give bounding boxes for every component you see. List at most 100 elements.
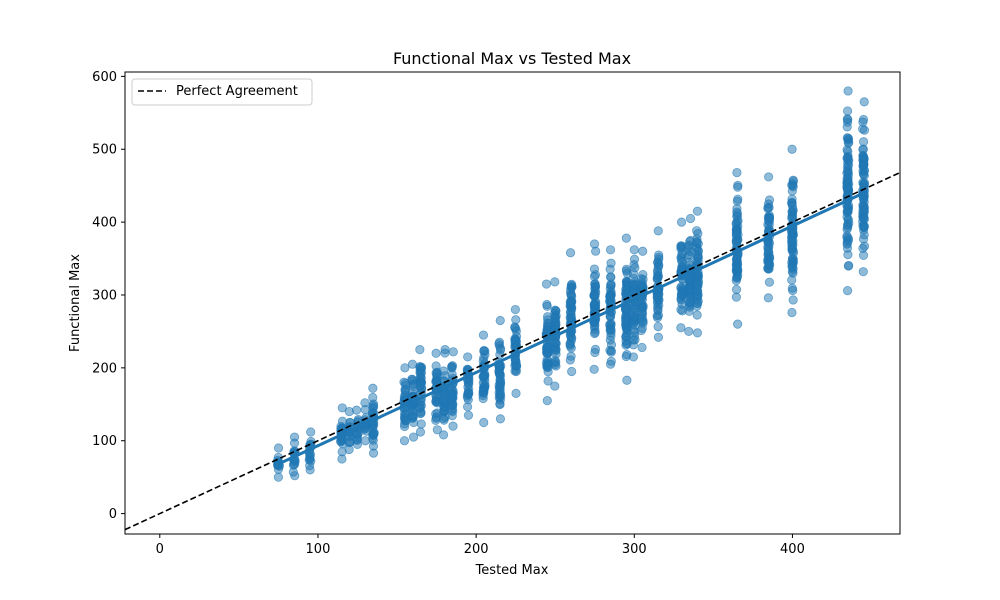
scatter-point — [368, 428, 379, 438]
scatter-point — [415, 402, 425, 412]
scatter-point — [495, 371, 505, 381]
scatter-point — [447, 363, 457, 373]
scatter-point — [351, 405, 362, 415]
y-axis-label: Functional Max — [68, 254, 83, 352]
scatter-point — [416, 369, 426, 379]
scatter-point — [415, 345, 425, 355]
scatter-point — [653, 322, 663, 332]
scatter-point — [448, 421, 458, 431]
scatter-point — [628, 352, 639, 362]
scatter-point — [787, 186, 797, 196]
scatter-point — [676, 323, 686, 333]
scatter-point — [305, 461, 315, 471]
scatter-point — [495, 390, 505, 400]
scatter-point — [566, 313, 577, 323]
scatter-point — [590, 281, 601, 291]
scatter-point — [463, 352, 473, 362]
scatter-point — [463, 410, 474, 420]
scatter-point — [416, 419, 426, 429]
scatter-point — [431, 397, 441, 407]
scatter-point — [290, 459, 300, 469]
scatter-point — [858, 205, 868, 215]
scatter-point — [440, 348, 450, 358]
x-axis-ticks: 0 100 200 300 400 — [156, 534, 805, 557]
scatter-point — [653, 332, 664, 342]
scatter-point — [606, 356, 616, 366]
scatter-point — [692, 206, 703, 216]
scatter-point — [462, 364, 472, 374]
scatter-point — [652, 313, 663, 323]
scatter-point — [368, 441, 379, 451]
scatter-point — [550, 305, 560, 315]
scatter-point — [787, 275, 797, 285]
scatter-point — [462, 392, 473, 403]
x-axis-label: Tested Max — [475, 563, 549, 578]
scatter-point — [787, 283, 797, 293]
scatter-point — [566, 280, 577, 290]
scatter-points — [272, 86, 870, 482]
scatter-point — [692, 328, 703, 338]
scatter-point — [858, 267, 868, 277]
scatter-point — [478, 330, 489, 340]
scatter-point — [843, 166, 853, 176]
scatter-point — [676, 244, 686, 254]
scatter-point — [732, 228, 742, 238]
plot-lines — [124, 171, 901, 531]
y-tick-label: 200 — [92, 361, 117, 376]
scatter-point — [567, 366, 577, 377]
y-tick-label: 100 — [92, 434, 117, 449]
scatter-point — [858, 250, 869, 260]
scatter-point — [551, 357, 561, 367]
scatter-point — [732, 262, 742, 272]
scatter-point — [733, 319, 743, 329]
scatter-point — [606, 258, 616, 268]
scatter-point — [478, 390, 488, 401]
scatter-point — [763, 264, 773, 274]
legend-box — [131, 78, 313, 106]
scatter-point — [842, 106, 853, 116]
scatter-point — [764, 172, 774, 182]
scatter-point — [684, 326, 694, 337]
scatter-point — [589, 364, 599, 374]
scatter-point — [638, 269, 648, 280]
scatter-point — [565, 297, 575, 307]
scatter-point — [446, 396, 457, 406]
scatter-point — [400, 412, 410, 422]
scatter-point — [400, 363, 410, 373]
legend-label: Perfect Agreement — [176, 84, 298, 99]
scatter-point — [653, 226, 663, 236]
scatter-point — [590, 300, 600, 310]
scatter-point — [591, 246, 601, 256]
scatter-point — [763, 293, 773, 303]
scatter-point — [638, 246, 648, 256]
y-tick-label: 600 — [92, 70, 117, 85]
scatter-point — [787, 144, 797, 154]
scatter-point — [764, 277, 775, 287]
scatter-point — [541, 358, 552, 368]
scatter-point — [621, 233, 631, 243]
scatter-point — [692, 279, 703, 289]
scatter-point — [368, 400, 378, 411]
scatter-point — [438, 414, 449, 424]
x-tick-label: 0 — [156, 542, 164, 557]
regression-line — [277, 191, 865, 466]
scatter-point — [590, 328, 600, 339]
scatter-point — [448, 347, 458, 357]
scatter-point — [630, 263, 640, 273]
scatter-point — [692, 226, 702, 236]
scatter-point — [409, 417, 419, 428]
scatter-point — [764, 214, 775, 224]
y-tick-label: 0 — [109, 507, 117, 522]
scatter-point — [352, 433, 362, 443]
scatter-point — [693, 239, 703, 249]
perfect-agreement-line — [124, 171, 901, 531]
scatter-point — [399, 421, 410, 432]
x-tick-label: 400 — [780, 542, 805, 557]
scatter-point — [495, 414, 506, 424]
scatter-point — [733, 182, 743, 192]
scatter-point — [408, 410, 418, 420]
scatter-point — [732, 167, 742, 178]
scatter-point — [842, 232, 852, 242]
scatter-point — [652, 273, 663, 283]
